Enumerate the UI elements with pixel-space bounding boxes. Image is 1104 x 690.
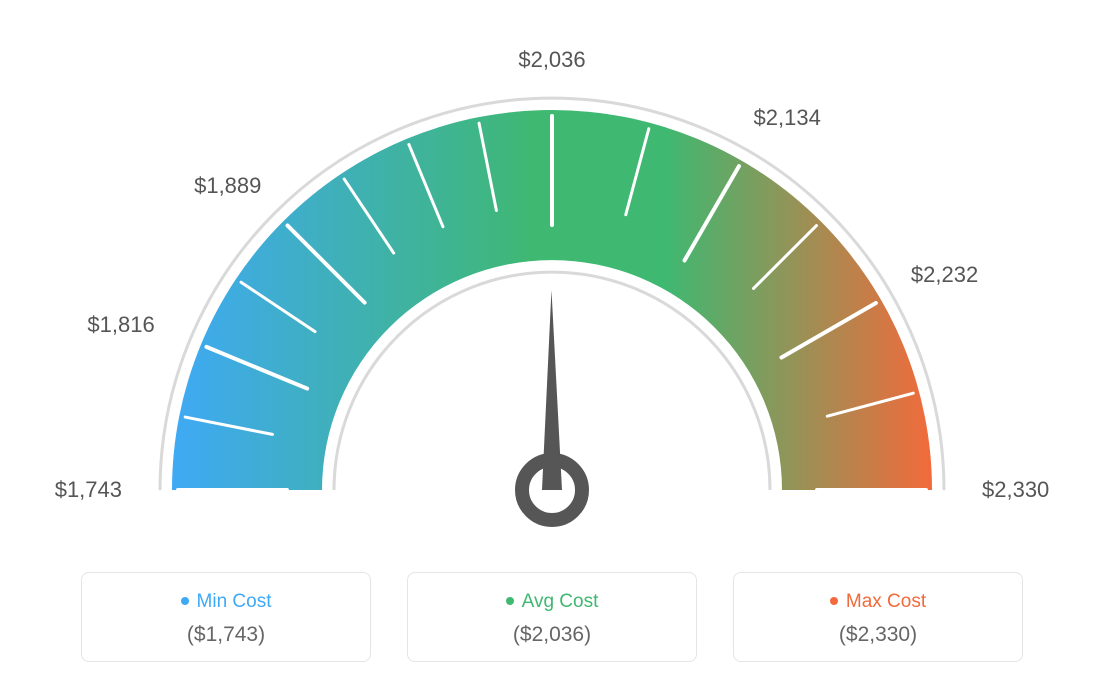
legend-min: Min Cost ($1,743) [81, 572, 371, 662]
gauge: $1,743$1,816$1,889$2,036$2,134$2,232$2,3… [72, 30, 1032, 550]
legend-min-title: Min Cost [92, 591, 360, 613]
dot-icon [181, 597, 189, 605]
legend-avg-value: ($2,036) [418, 623, 686, 647]
legend-avg: Avg Cost ($2,036) [407, 572, 697, 662]
legend-avg-title: Avg Cost [418, 591, 686, 613]
gauge-tick-label: $2,232 [911, 262, 978, 288]
gauge-tick-label: $2,036 [518, 47, 585, 73]
legend-max-title: Max Cost [744, 591, 1012, 613]
dot-icon [506, 597, 514, 605]
legend-max-label: Max Cost [846, 591, 926, 612]
legend-avg-label: Avg Cost [522, 591, 599, 612]
legend-min-label: Min Cost [197, 591, 272, 612]
dot-icon [830, 597, 838, 605]
gauge-tick-label: $1,889 [194, 173, 261, 199]
legend-max: Max Cost ($2,330) [733, 572, 1023, 662]
gauge-tick-label: $2,134 [754, 105, 821, 131]
legend-max-value: ($2,330) [744, 623, 1012, 647]
gauge-tick-label: $1,816 [87, 312, 154, 338]
gauge-tick-label: $1,743 [55, 477, 122, 503]
legend-row: Min Cost ($1,743) Avg Cost ($2,036) Max … [81, 572, 1023, 662]
legend-min-value: ($1,743) [92, 623, 360, 647]
chart-container: $1,743 $1,816 $1,889 $2,036 $2,134 $2,232 $2,3… [0, 0, 1104, 690]
gauge-tick-label: $2,330 [982, 477, 1049, 503]
